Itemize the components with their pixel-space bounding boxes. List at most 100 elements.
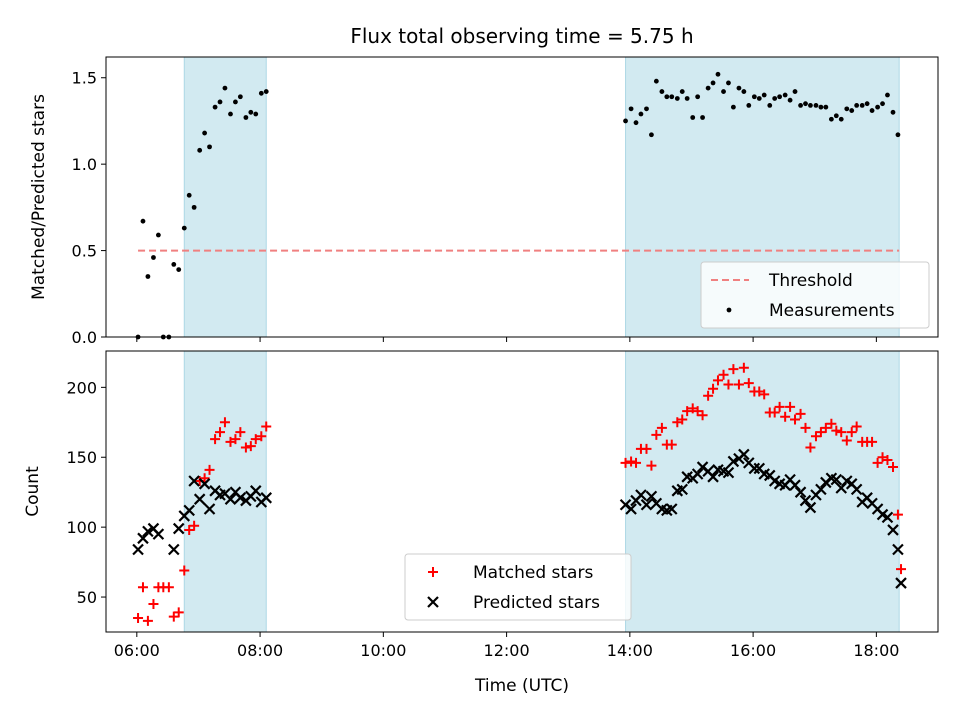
matched-star-point	[759, 389, 770, 400]
measurement-point	[890, 109, 896, 115]
measurement-point	[741, 89, 747, 94]
measurement-point	[792, 89, 798, 94]
matched-star-point	[712, 375, 723, 386]
predicted-star-point	[707, 471, 719, 483]
measurement-point	[859, 102, 865, 108]
matched-star-point	[656, 422, 667, 433]
measurement-point	[217, 99, 223, 105]
measurement-point	[833, 113, 839, 119]
measurement-point	[176, 267, 182, 272]
matched-star-point	[641, 443, 652, 454]
matched-star-point	[142, 615, 153, 626]
measurement-point	[690, 115, 696, 120]
legend-label: Matched stars	[473, 563, 593, 583]
matched-star-point	[666, 439, 677, 450]
series-matched-stars	[133, 362, 907, 626]
measurement-point	[633, 120, 639, 126]
ratio-panel: 0.0 0.5 1.0 1.5 Matched/Predicted stars Thres…	[29, 56, 939, 347]
measurement-point	[751, 94, 757, 100]
measurement-point	[649, 132, 654, 138]
matched-star-point	[651, 429, 662, 440]
y-tick-label: 0.0	[72, 328, 97, 347]
x-tick-label: 10:00	[360, 641, 406, 660]
measurement-point	[772, 96, 778, 101]
y-tick-label: 1.5	[72, 69, 97, 88]
predicted-star-point	[748, 462, 761, 475]
x-axis-label: Time (UTC)	[474, 676, 569, 696]
matched-star-point	[210, 434, 221, 445]
measurement-point	[864, 101, 870, 107]
measurement-point	[212, 104, 218, 110]
measurement-point	[777, 94, 783, 100]
predicted-star-point	[691, 468, 704, 480]
predicted-star-point	[234, 492, 247, 504]
measurement-point	[628, 106, 634, 112]
predicted-star-point	[794, 486, 807, 498]
predicted-star-point	[168, 543, 180, 556]
matched-star-point	[204, 464, 215, 475]
measurement-point	[233, 99, 238, 105]
measurement-point	[181, 225, 187, 231]
predicted-star-point	[645, 490, 658, 503]
legend-label: Measurements	[769, 301, 895, 321]
legend: Matched stars Predicted stars	[404, 553, 632, 621]
matched-star-point	[831, 425, 842, 436]
measurement-point	[664, 94, 670, 100]
matched-star-point	[235, 427, 246, 438]
matched-star-point	[805, 442, 816, 453]
matched-star-point	[888, 462, 899, 473]
measurement-point	[828, 116, 834, 122]
legend-box	[700, 261, 930, 329]
matched-star-point	[677, 414, 688, 425]
measurement-point	[679, 89, 685, 94]
measurement-point	[854, 102, 860, 108]
matched-star-point	[882, 455, 893, 466]
matched-star-point	[872, 457, 883, 468]
y-tick-label: 100	[66, 518, 97, 537]
measurement-point	[849, 108, 855, 113]
predicted-star-point	[198, 478, 211, 490]
legend-swatch	[427, 596, 439, 608]
measurement-point	[710, 80, 716, 86]
chart-title: Flux total observing time = 5.75 h	[350, 24, 693, 48]
measurement-point	[818, 104, 824, 110]
measurement-point	[644, 106, 649, 112]
measurement-point	[659, 89, 665, 94]
measurement-point	[151, 255, 156, 260]
matched-star-point	[780, 411, 791, 422]
measurement-point	[787, 97, 793, 103]
measurement-point	[140, 218, 146, 224]
measurement-point	[895, 132, 901, 138]
predicted-star-point	[249, 485, 262, 497]
predicted-star-point	[881, 511, 894, 524]
measurement-point	[684, 96, 690, 101]
predicted-star-point	[132, 543, 144, 556]
predicted-star-point	[152, 528, 165, 540]
matched-star-point	[256, 431, 267, 442]
matched-star-point	[800, 422, 811, 433]
measurement-point	[263, 89, 269, 94]
measurement-point	[222, 85, 228, 91]
predicted-star-point	[193, 493, 206, 505]
measurement-point	[202, 130, 208, 136]
y-tick-label: 0.5	[72, 242, 97, 261]
measurement-point	[721, 89, 726, 94]
measurement-point	[253, 111, 259, 117]
predicted-star-point	[738, 448, 750, 461]
legend-swatch	[428, 567, 438, 577]
matched-star-point	[250, 434, 261, 445]
matched-star-point	[892, 509, 903, 520]
predicted-star-point	[635, 489, 647, 501]
measurement-point	[197, 147, 203, 153]
matched-star-point	[826, 418, 837, 429]
measurement-point	[875, 104, 881, 110]
predicted-star-point	[892, 543, 904, 556]
matched-star-point	[733, 379, 744, 390]
predicted-star-point	[625, 503, 637, 515]
measurement-point	[674, 96, 680, 101]
matched-star-point	[133, 613, 144, 624]
matched-star-point	[795, 408, 806, 419]
observing-window-shade	[183, 56, 267, 338]
measurement-point	[715, 71, 721, 77]
matched-star-point	[163, 582, 174, 593]
